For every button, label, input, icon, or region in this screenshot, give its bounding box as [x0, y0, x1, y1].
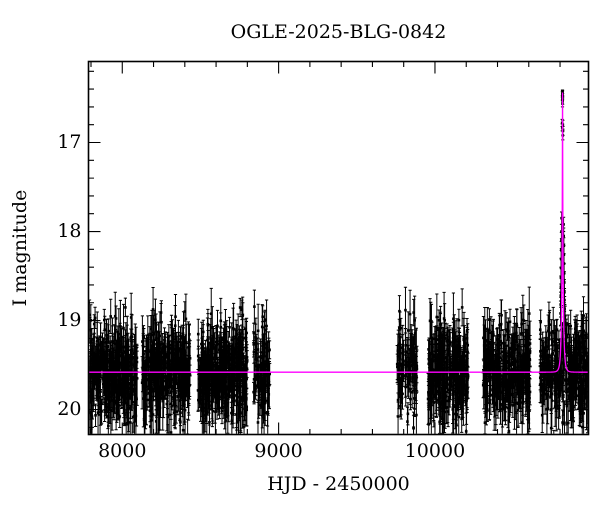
- y-tick-label: 19: [57, 309, 82, 332]
- x-tick-label: 9000: [254, 440, 303, 462]
- plot-title: OGLE-2025-BLG-0842: [230, 21, 447, 43]
- y-axis-label: I magnitude: [9, 189, 31, 307]
- x-tick-label: 10000: [404, 440, 466, 462]
- y-tick-label: 20: [57, 398, 82, 421]
- x-axis-label: HJD - 2450000: [267, 473, 410, 495]
- y-tick-label: 18: [57, 220, 82, 243]
- y-tick-label: 17: [57, 131, 82, 153]
- x-tick-label: 8000: [98, 440, 147, 462]
